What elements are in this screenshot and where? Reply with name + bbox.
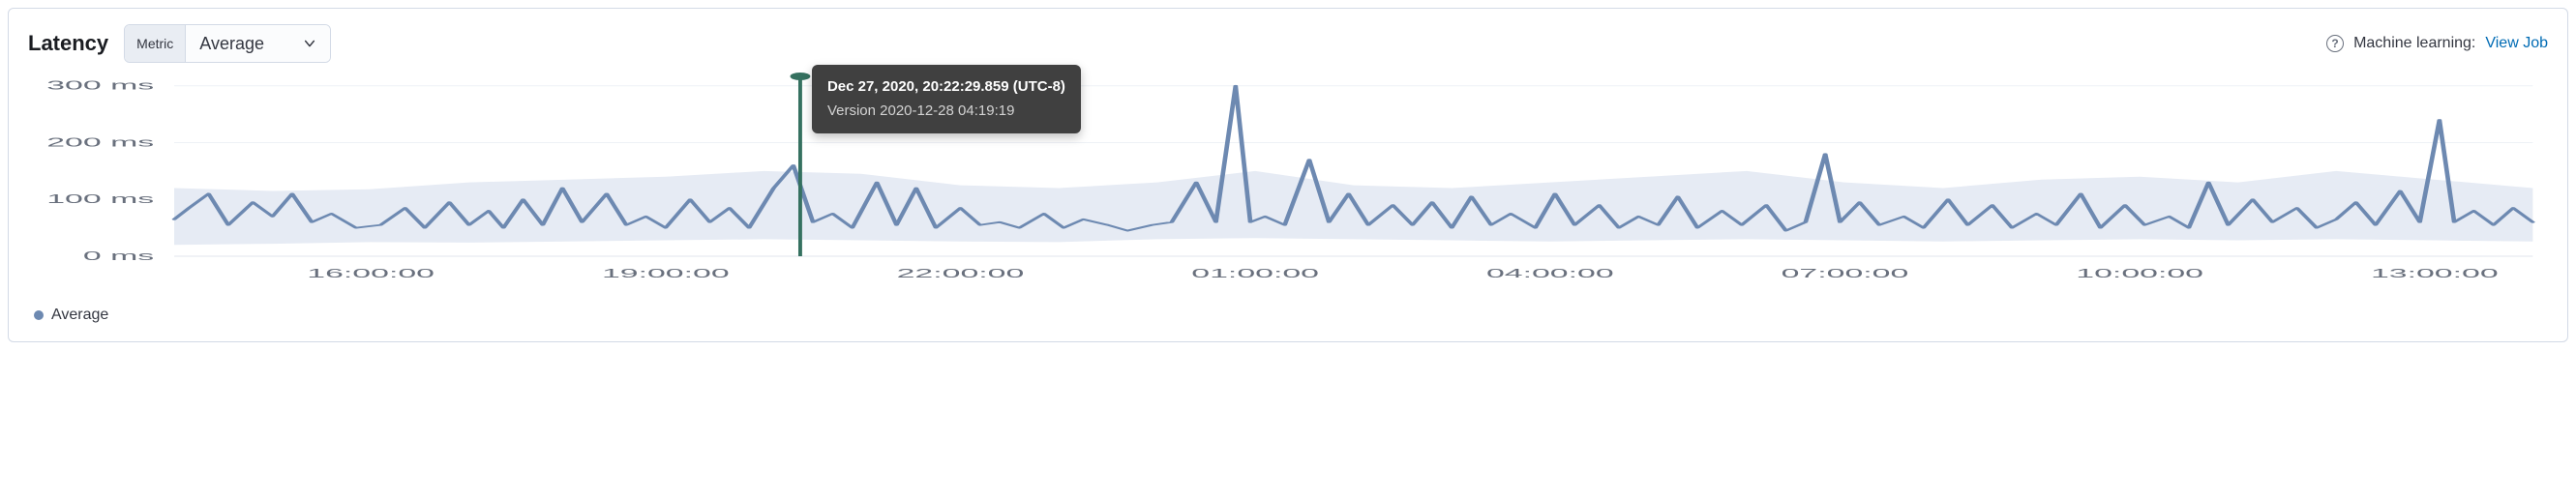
metric-select[interactable]: Average (186, 25, 330, 62)
legend-dot-icon (34, 310, 44, 320)
chevron-down-icon (303, 37, 316, 50)
svg-text:22:00:00: 22:00:00 (897, 267, 1025, 280)
svg-text:07:00:00: 07:00:00 (1782, 267, 1909, 280)
ml-label: Machine learning: (2353, 35, 2475, 52)
metric-select-value: Average (199, 34, 264, 54)
metric-control-label: Metric (125, 25, 186, 62)
panel-header: Latency Metric Average ? Machine learnin… (28, 24, 2548, 63)
svg-text:0 ms: 0 ms (83, 249, 154, 263)
svg-text:100 ms: 100 ms (46, 192, 154, 206)
metric-control: Metric Average (124, 24, 331, 63)
svg-text:04:00:00: 04:00:00 (1486, 267, 1614, 280)
latency-panel: Latency Metric Average ? Machine learnin… (8, 8, 2568, 342)
header-right: ? Machine learning: View Job (2326, 35, 2548, 52)
svg-text:300 ms: 300 ms (46, 79, 154, 93)
svg-text:10:00:00: 10:00:00 (2076, 267, 2203, 280)
panel-title: Latency (28, 31, 108, 56)
latency-chart[interactable]: 0 ms 100 ms 200 ms 300 ms 16:00:00 19:00:00 22… (28, 71, 2548, 283)
svg-text:19:00:00: 19:00:00 (602, 267, 730, 280)
help-icon[interactable]: ? (2326, 35, 2344, 52)
svg-text:13:00:00: 13:00:00 (2371, 267, 2499, 280)
legend-label: Average (51, 307, 108, 324)
svg-text:01:00:00: 01:00:00 (1191, 267, 1319, 280)
svg-text:16:00:00: 16:00:00 (307, 267, 434, 280)
view-job-link[interactable]: View Job (2485, 35, 2548, 52)
header-left: Latency Metric Average (28, 24, 331, 63)
chart-legend: Average (28, 307, 2548, 324)
svg-text:200 ms: 200 ms (46, 135, 154, 149)
